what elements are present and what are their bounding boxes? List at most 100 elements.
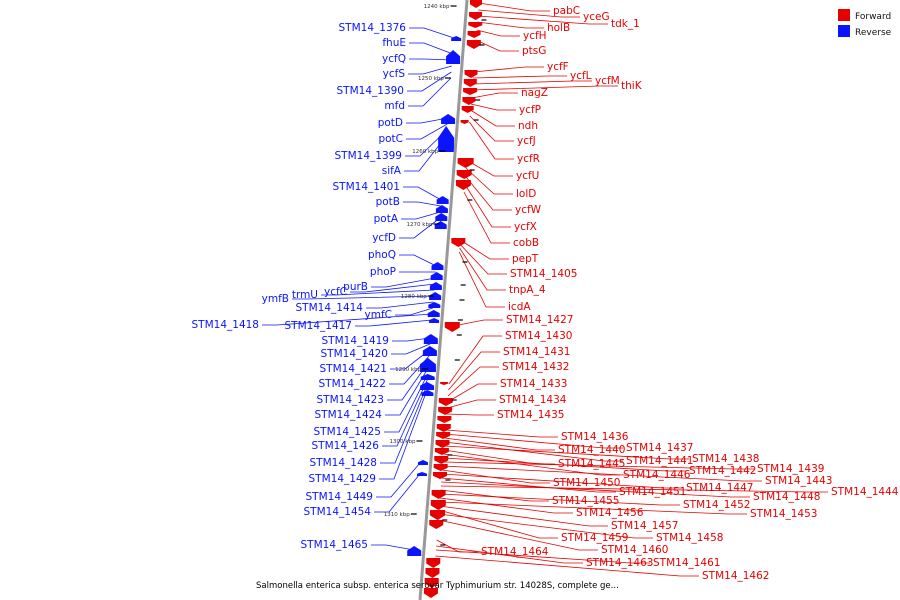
- reverse-gene-label[interactable]: potA: [374, 213, 399, 225]
- reverse-gene-label[interactable]: ycfD: [372, 232, 396, 244]
- reverse-gene-feature[interactable]: [427, 310, 440, 317]
- forward-gene-feature[interactable]: [466, 40, 481, 49]
- forward-gene-feature[interactable]: [464, 70, 478, 78]
- forward-gene-label[interactable]: STM14_1456: [576, 507, 644, 519]
- reverse-gene-label[interactable]: ymfC: [365, 309, 392, 321]
- reverse-gene-label[interactable]: STM14_1390: [337, 85, 404, 97]
- reverse-gene-label[interactable]: STM14_1417: [285, 320, 352, 332]
- forward-gene-label[interactable]: STM14_1451: [619, 486, 686, 498]
- reverse-gene-label[interactable]: purB: [343, 281, 368, 293]
- reverse-gene-feature[interactable]: [451, 36, 462, 41]
- reverse-gene-feature[interactable]: [429, 318, 440, 323]
- reverse-gene-feature[interactable]: [436, 196, 449, 204]
- reverse-gene-feature[interactable]: [428, 302, 441, 308]
- forward-gene-feature[interactable]: [435, 440, 450, 448]
- forward-gene-label[interactable]: STM14_1436: [561, 431, 629, 443]
- forward-gene-label[interactable]: STM14_1427: [506, 314, 573, 326]
- reverse-gene-feature[interactable]: [431, 262, 444, 270]
- forward-gene-label[interactable]: STM14_1459: [561, 532, 628, 544]
- reverse-gene-label[interactable]: STM14_1424: [315, 409, 383, 421]
- forward-gene-label[interactable]: STM14_1448: [753, 491, 820, 503]
- reverse-gene-label[interactable]: ycfS: [383, 68, 406, 80]
- reverse-gene-feature[interactable]: [422, 346, 437, 356]
- forward-gene-feature[interactable]: [430, 510, 446, 520]
- reverse-gene-label[interactable]: mfd: [384, 100, 405, 112]
- forward-gene-label[interactable]: STM14_1463: [586, 557, 653, 569]
- forward-gene-feature[interactable]: [425, 568, 440, 578]
- forward-gene-label[interactable]: STM14_1444: [831, 486, 899, 498]
- reverse-gene-label[interactable]: STM14_1428: [310, 457, 377, 469]
- reverse-gene-label[interactable]: potD: [378, 117, 403, 129]
- reverse-gene-feature[interactable]: [423, 334, 438, 344]
- reverse-gene-label[interactable]: STM14_1376: [339, 22, 407, 34]
- forward-gene-label[interactable]: pabC: [553, 5, 580, 17]
- forward-gene-label[interactable]: STM14_1434: [499, 394, 567, 406]
- reverse-gene-label[interactable]: STM14_1449: [306, 491, 373, 503]
- reverse-gene-label[interactable]: STM14_1465: [301, 539, 368, 551]
- forward-gene-feature[interactable]: [451, 238, 466, 247]
- forward-gene-label[interactable]: ndh: [518, 120, 538, 132]
- forward-gene-feature[interactable]: [468, 22, 483, 28]
- forward-gene-label[interactable]: STM14_1455: [552, 495, 619, 507]
- reverse-gene-feature[interactable]: [407, 546, 422, 556]
- forward-gene-label[interactable]: STM14_1452: [683, 499, 750, 511]
- forward-gene-feature[interactable]: [456, 170, 472, 179]
- forward-gene-label[interactable]: tnpA_4: [509, 284, 546, 296]
- forward-gene-label[interactable]: STM14_1442: [689, 465, 756, 477]
- forward-gene-label[interactable]: ycfM: [595, 75, 620, 87]
- forward-gene-label[interactable]: pepT: [512, 253, 539, 265]
- forward-gene-feature[interactable]: [423, 588, 438, 598]
- forward-gene-label[interactable]: STM14_1431: [503, 346, 570, 358]
- forward-gene-feature[interactable]: [463, 79, 477, 87]
- forward-gene-feature[interactable]: [469, 12, 483, 20]
- forward-gene-label[interactable]: thiK: [621, 80, 643, 92]
- forward-gene-feature[interactable]: [467, 31, 481, 38]
- forward-gene-feature[interactable]: [438, 398, 453, 406]
- forward-gene-feature[interactable]: [426, 558, 441, 568]
- reverse-gene-label[interactable]: potC: [378, 133, 403, 145]
- reverse-gene-label[interactable]: STM14_1420: [321, 348, 388, 360]
- forward-gene-feature[interactable]: [457, 158, 474, 168]
- forward-gene-label[interactable]: STM14_1430: [505, 330, 572, 342]
- forward-gene-label[interactable]: STM14_1433: [500, 378, 567, 390]
- forward-gene-label[interactable]: STM14_1447: [686, 482, 753, 494]
- reverse-gene-feature[interactable]: [429, 292, 442, 300]
- reverse-gene-feature[interactable]: [417, 460, 428, 465]
- forward-gene-label[interactable]: yceG: [583, 11, 610, 23]
- reverse-gene-label[interactable]: STM14_1425: [314, 426, 381, 438]
- reverse-gene-feature[interactable]: [434, 221, 447, 229]
- forward-gene-label[interactable]: STM14_1438: [692, 453, 759, 465]
- reverse-gene-feature[interactable]: [441, 114, 456, 124]
- forward-gene-label[interactable]: ycfR: [517, 153, 540, 165]
- reverse-gene-label[interactable]: STM14_1422: [319, 378, 386, 390]
- forward-gene-feature[interactable]: [461, 106, 474, 113]
- forward-gene-label[interactable]: STM14_1453: [750, 508, 817, 520]
- reverse-gene-label[interactable]: phoP: [370, 266, 396, 278]
- reverse-gene-label[interactable]: STM14_1426: [312, 440, 380, 452]
- reverse-gene-label[interactable]: STM14_1421: [320, 363, 387, 375]
- forward-gene-label[interactable]: STM14_1440: [558, 444, 625, 456]
- forward-gene-label[interactable]: ycfH: [523, 30, 547, 42]
- reverse-gene-feature[interactable]: [419, 358, 436, 372]
- forward-gene-label[interactable]: ycfX: [514, 221, 537, 233]
- forward-gene-label[interactable]: STM14_1432: [502, 361, 569, 373]
- forward-gene-label[interactable]: ycfU: [516, 170, 539, 182]
- reverse-gene-label[interactable]: STM14_1419: [322, 335, 389, 347]
- forward-gene-feature[interactable]: [433, 464, 448, 471]
- forward-gene-label[interactable]: ycfL: [570, 70, 592, 82]
- forward-gene-feature[interactable]: [434, 448, 449, 455]
- forward-gene-label[interactable]: ycfP: [519, 104, 541, 116]
- reverse-gene-label[interactable]: potB: [376, 196, 400, 208]
- forward-gene-feature[interactable]: [431, 490, 446, 499]
- reverse-gene-label[interactable]: STM14_1418: [192, 319, 259, 331]
- forward-gene-label[interactable]: lolD: [516, 188, 536, 200]
- forward-gene-label[interactable]: holB: [547, 22, 570, 34]
- forward-gene-label[interactable]: STM14_1405: [510, 268, 577, 280]
- forward-gene-label[interactable]: STM14_1437: [626, 442, 693, 454]
- reverse-gene-feature[interactable]: [420, 374, 435, 380]
- reverse-gene-label[interactable]: STM14_1454: [304, 506, 372, 518]
- reverse-gene-feature[interactable]: [438, 126, 455, 152]
- forward-gene-feature[interactable]: [424, 578, 439, 588]
- forward-gene-label[interactable]: ycfW: [515, 204, 542, 216]
- reverse-gene-label[interactable]: phoQ: [368, 249, 396, 261]
